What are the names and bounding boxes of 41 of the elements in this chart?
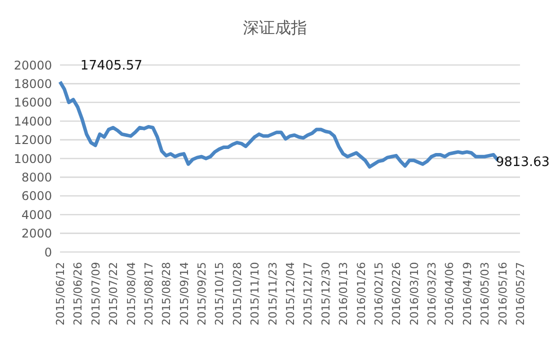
x-tick-label: 2015/11/10 [248, 262, 262, 326]
x-tick-label: 2015/11/23 [266, 262, 280, 326]
x-tick-label: 2015/12/04 [284, 262, 297, 326]
y-tick-label: 0 [44, 245, 52, 260]
x-tick-label: 2015/08/04 [124, 262, 138, 326]
x-tick-label: 2015/10/28 [230, 262, 244, 326]
y-tick-label: 4000 [21, 208, 52, 222]
y-tick-label: 6000 [21, 189, 52, 204]
y-tick-label: 20000 [14, 58, 52, 72]
x-tick-label: 2015/12/17 [302, 262, 315, 326]
x-tick-label: 2015/08/28 [160, 262, 174, 326]
x-tick-label: 2016/03/23 [426, 262, 439, 326]
y-tick-label: 16000 [14, 96, 52, 110]
chart-title: 深证成指 [242, 18, 308, 39]
x-tick-label: 2015/08/17 [142, 262, 156, 326]
x-tick-label: 2015/07/22 [107, 262, 120, 326]
y-tick-label: 8000 [21, 170, 52, 184]
y-tick-label: 2000 [21, 226, 52, 241]
x-tick-label: 2016/01/13 [337, 262, 350, 326]
x-tick-label: 2015/09/14 [178, 262, 191, 326]
x-tick-label: 2015/07/09 [89, 262, 102, 326]
x-tick-label: 2015/09/25 [196, 262, 209, 326]
x-tick-label: 2016/05/16 [496, 262, 510, 326]
y-tick-label: 12000 [14, 133, 52, 148]
x-tick-label: 2016/05/27 [514, 262, 527, 326]
x-tick-label: 2015/06/12 [54, 262, 67, 326]
x-tick-label: 2016/04/19 [460, 262, 474, 326]
x-tick-label: 2016/04/06 [443, 262, 456, 326]
x-tick-label: 2015/06/26 [72, 262, 85, 326]
x-tick-label: 2016/03/10 [408, 262, 421, 326]
y-tick-label: 14000 [14, 114, 52, 128]
x-tick-label: 2016/02/15 [372, 262, 386, 326]
x-tick-label: 2016/05/03 [478, 262, 492, 326]
x-tick-label: 2016/02/26 [390, 262, 404, 326]
x-tick-label: 2015/10/15 [213, 262, 226, 326]
y-tick-label: 10000 [14, 152, 52, 166]
data-label: 17405.57 [80, 58, 142, 74]
x-tick-label: 2016/01/26 [354, 262, 368, 326]
y-tick-label: 18000 [14, 76, 52, 91]
x-tick-label: 2015/12/30 [319, 262, 332, 326]
data-label: 9813.63 [496, 155, 550, 170]
